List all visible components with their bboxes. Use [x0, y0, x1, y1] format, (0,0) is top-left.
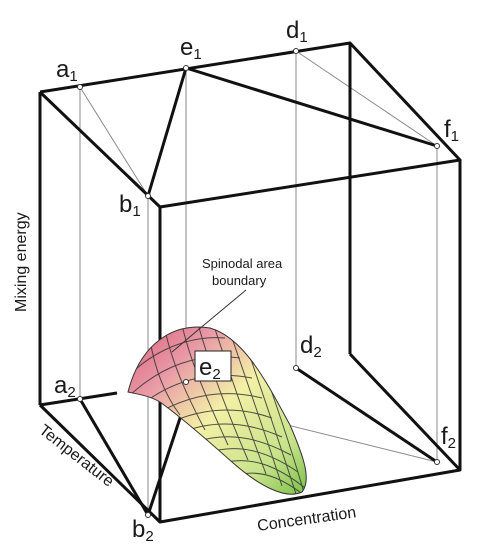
label-e1: e1: [180, 34, 202, 63]
label-d2: d2: [300, 332, 322, 361]
annotation-spinodal-line1: Spinodal area: [202, 256, 283, 271]
e2-label-box: [194, 350, 232, 382]
label-a2: a2: [54, 372, 76, 401]
axis-label-concentration: Concentration: [256, 504, 357, 535]
axis-label-temperature: Temperature: [36, 422, 117, 491]
point-labels: a1 e1 d1 f1 b1 a2 e2 d2 f2 b2: [54, 17, 459, 545]
annotation-leader: [171, 289, 247, 353]
label-d1: d1: [286, 17, 308, 46]
annotation-spinodal-line2: boundary: [212, 273, 267, 288]
label-e2: e2: [199, 354, 221, 383]
label-f2: f2: [441, 423, 456, 452]
label-a1: a1: [56, 56, 78, 85]
axis-label-mixing-energy: Mixing energy: [13, 212, 30, 312]
label-f1: f1: [444, 116, 459, 145]
vertex-markers: [77, 48, 440, 518]
label-b1: b1: [119, 191, 141, 220]
label-b2: b2: [132, 516, 154, 545]
